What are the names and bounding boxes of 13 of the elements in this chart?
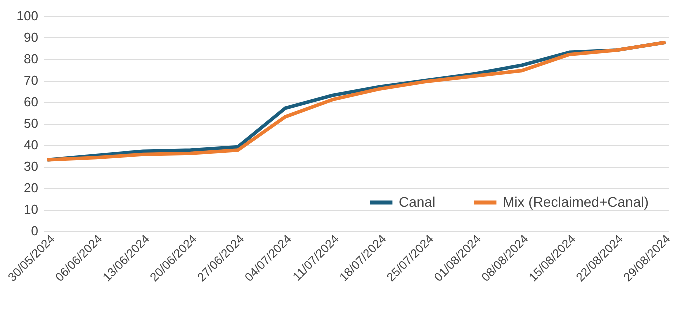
legend-label: Mix (Reclaimed+Canal) — [503, 194, 649, 210]
y-tick-label: 20 — [24, 180, 38, 196]
y-tick-label: 50 — [24, 116, 38, 131]
y-tick-label: 80 — [24, 52, 38, 66]
y-tick-label: 70 — [24, 73, 38, 88]
y-tick-label: 40 — [24, 138, 38, 152]
y-tick-label: 10 — [24, 202, 38, 217]
y-tick-label: 30 — [24, 159, 38, 174]
y-tick-label: 0 — [31, 224, 38, 238]
y-tick-label: 100 — [16, 8, 38, 24]
legend-label: Canal — [399, 194, 436, 210]
y-tick-label: 60 — [24, 94, 38, 110]
y-tick-label: 90 — [24, 30, 38, 45]
